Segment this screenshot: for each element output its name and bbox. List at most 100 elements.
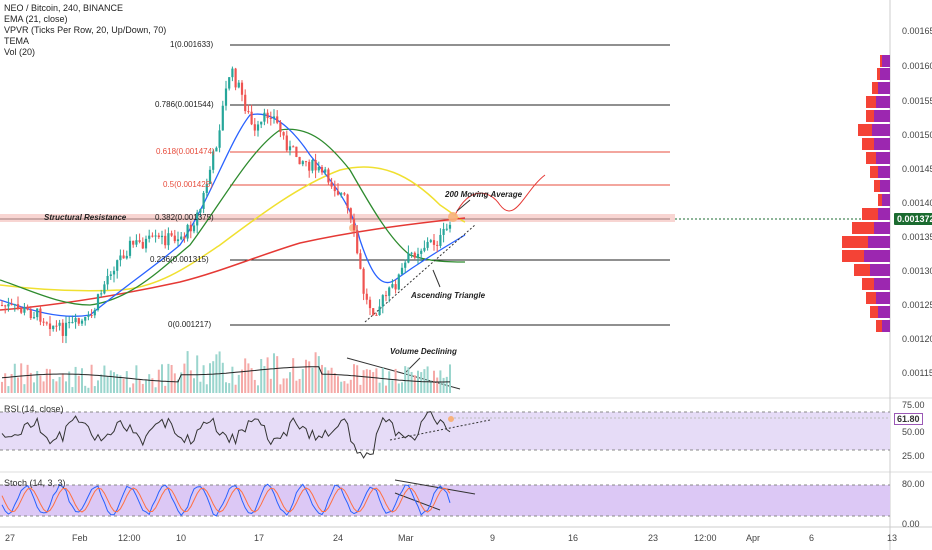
vpvr-up-row: [882, 194, 890, 206]
rsi-tick: 75.00: [902, 400, 925, 410]
rsi-label[interactable]: RSI (14, close): [4, 404, 64, 414]
candle-body: [391, 284, 394, 288]
candlestick-series: [0, 66, 452, 344]
candle-body: [336, 191, 340, 195]
volume-bar: [29, 372, 32, 393]
candle-body: [244, 94, 247, 112]
volume-declining-label: Volume Declining: [390, 347, 457, 356]
candle-body: [154, 235, 157, 237]
candle-body: [132, 240, 135, 245]
vpvr-up-row: [878, 208, 890, 220]
volume-bar: [234, 384, 237, 393]
candle-body: [304, 161, 308, 163]
candle-body: [32, 317, 36, 319]
volume-bar: [381, 367, 384, 393]
stoch-label[interactable]: Stoch (14, 3, 3): [4, 478, 66, 488]
price-tick: 0.001300: [902, 266, 932, 276]
vpvr-up-row: [870, 264, 890, 276]
candle-body: [199, 208, 202, 213]
candle-body: [173, 235, 176, 242]
ema-label[interactable]: EMA (21, close): [4, 14, 68, 24]
candle-body: [378, 306, 381, 316]
stoch-tick: 80.00: [902, 479, 925, 489]
candle-body: [240, 82, 244, 95]
candle-body: [381, 295, 384, 307]
price-tick: 0.001500: [902, 130, 932, 140]
candle-body: [439, 234, 442, 246]
candle-body: [74, 318, 77, 323]
candle-body: [388, 287, 391, 296]
candle-body: [138, 240, 141, 242]
candle-body: [10, 304, 13, 306]
time-tick: 17: [254, 533, 265, 543]
volume-bar: [282, 378, 285, 393]
vpvr-up-row: [872, 124, 890, 136]
candle-body: [42, 321, 45, 323]
candle-body: [423, 247, 426, 251]
volume-bar: [81, 368, 83, 393]
rsi-tick: 50.00: [902, 427, 925, 437]
volume-bar: [244, 358, 247, 393]
candle-body: [176, 239, 180, 242]
volume-bar: [237, 374, 240, 393]
volume-bar: [36, 370, 39, 393]
candle-body: [436, 244, 439, 246]
vpvr-down-row: [854, 264, 870, 276]
vpvr-up-row: [878, 166, 890, 178]
volume-bar: [273, 353, 275, 393]
vpvr-up-row: [874, 222, 890, 234]
vpvr-down-row: [858, 124, 872, 136]
volume-bar: [183, 363, 186, 393]
candle-body: [413, 252, 416, 258]
volume-bar: [20, 363, 23, 393]
volume-bar: [177, 379, 179, 393]
stoch-k-line: [1, 483, 451, 517]
volume-bar: [33, 382, 35, 393]
volume-bar: [410, 371, 413, 393]
time-tick: 23: [648, 533, 659, 543]
volume-bar: [276, 356, 279, 393]
candle-body: [68, 322, 71, 324]
current-price-tag: 0.001372: [894, 213, 932, 225]
vpvr-up-row: [882, 320, 890, 332]
candle-body: [448, 224, 452, 229]
red-200-moving-average: [0, 217, 466, 311]
volume-bar: [199, 381, 202, 393]
volume-bar: [212, 361, 215, 393]
candle-body: [327, 169, 330, 183]
candle-body: [384, 295, 388, 297]
symbol-title[interactable]: NEO / Bitcoin, 240, BINANCE: [4, 3, 124, 13]
vol-label[interactable]: Vol (20): [4, 47, 36, 57]
candle-body: [29, 309, 32, 319]
vpvr-down-row: [878, 194, 882, 206]
candle-body: [215, 147, 218, 152]
volume-bar: [247, 363, 250, 393]
price-tick: 0.001650: [902, 26, 932, 36]
time-tick: Mar: [398, 533, 414, 543]
volume-bar: [442, 377, 445, 393]
vpvr-down-row: [872, 82, 878, 94]
fib-label-1: 1(0.001633): [170, 40, 214, 49]
candle-body: [416, 253, 420, 258]
candle-body: [202, 192, 205, 209]
candle-body: [48, 323, 52, 330]
volume-bar: [349, 379, 352, 393]
fib-label-0236: 0.236(0.001315): [150, 255, 209, 264]
vpvr-label[interactable]: VPVR (Ticks Per Row, 20, Up/Down, 70): [4, 25, 167, 35]
volume-bar: [401, 382, 403, 393]
candle-body: [192, 225, 196, 232]
price-tick: 0.001450: [902, 164, 932, 174]
candle-body: [116, 260, 119, 271]
candle-body: [372, 308, 375, 315]
volume-bar: [10, 373, 13, 393]
volume-bar: [375, 368, 378, 393]
candle-body: [135, 240, 138, 245]
volume-bar: [292, 358, 295, 393]
candle-body: [224, 88, 228, 106]
volume-bar: [420, 372, 423, 393]
candle-body: [343, 193, 346, 195]
candle-body: [308, 161, 311, 171]
tema-label[interactable]: TEMA: [4, 36, 30, 46]
vpvr-up-row: [874, 110, 890, 122]
